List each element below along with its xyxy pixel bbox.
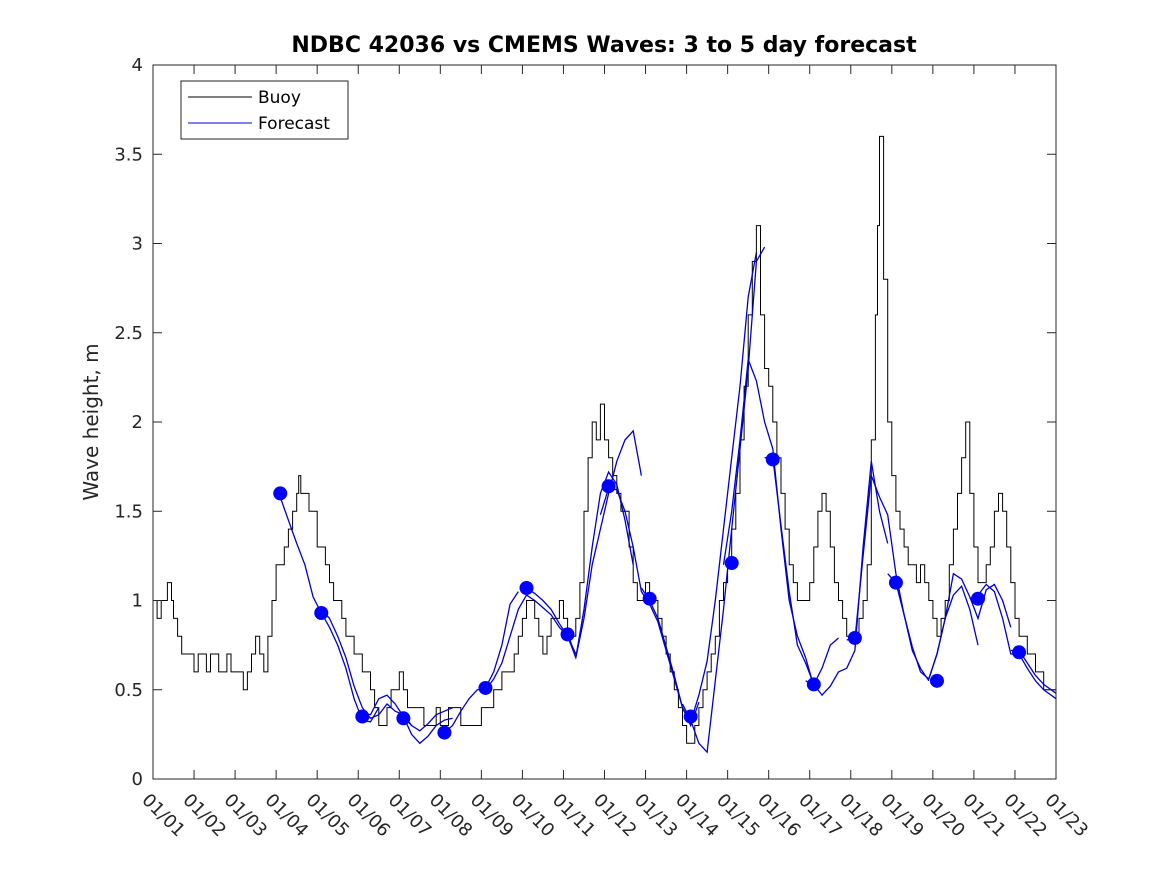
series-forecast-line — [566, 470, 634, 658]
y-tick-label: 0.5 — [114, 680, 143, 701]
y-tick-label: 1 — [132, 591, 143, 612]
series-forecast-line — [640, 252, 758, 724]
series-forecast-line — [969, 583, 1057, 700]
legend-label-forecast: Forecast — [258, 114, 330, 134]
legend-box — [180, 80, 349, 140]
forecast-marker — [888, 575, 903, 590]
forecast-marker — [971, 591, 986, 606]
forecast-marker — [314, 605, 329, 620]
y-tick-label: 2.5 — [114, 323, 143, 344]
series-buoy-line — [153, 135, 1057, 744]
series-forecast-line — [764, 457, 839, 686]
series-forecast-line — [362, 694, 453, 745]
series-forecast-line — [722, 359, 815, 687]
y-axis-label: Wave height, m — [79, 343, 103, 500]
y-tick-label: 2 — [132, 412, 143, 433]
forecast-marker — [478, 680, 493, 695]
forecast-marker — [847, 630, 862, 645]
series-forecast-line — [402, 707, 453, 732]
forecast-marker — [601, 479, 616, 494]
series-forecast-line — [681, 246, 766, 754]
forecast-marker — [560, 627, 575, 642]
forecast-marker — [396, 711, 411, 726]
y-tick-label: 3.5 — [114, 144, 143, 165]
forecast-marker — [642, 591, 657, 606]
forecast-marker — [724, 556, 739, 571]
y-tick-label: 4 — [132, 55, 143, 76]
forecast-marker — [765, 452, 780, 467]
forecast-marker — [929, 673, 944, 688]
forecast-marker — [355, 709, 370, 724]
series-forecast-line — [928, 572, 1012, 680]
y-axis-ticks: 0 0.5 1 1.5 2 2.5 3 3.5 4 — [114, 55, 1056, 790]
forecast-markers — [273, 452, 1027, 740]
series-forecast-line — [526, 429, 643, 660]
chart-title: NDBC 42036 vs CMEMS Waves: 3 to 5 day fo… — [291, 33, 917, 58]
y-tick-label: 0 — [132, 769, 143, 790]
series-forecast-line — [805, 461, 889, 697]
plot-lines — [153, 135, 1057, 754]
forecast-marker — [273, 486, 288, 501]
legend-label-buoy: Buoy — [258, 88, 301, 108]
series-forecast-line — [484, 594, 577, 691]
forecast-marker — [1012, 645, 1027, 660]
legend: Buoy Forecast — [180, 80, 349, 140]
forecast-marker — [519, 581, 534, 596]
forecast-marker — [437, 725, 452, 740]
y-tick-label: 3 — [132, 234, 143, 255]
y-tick-label: 1.5 — [114, 501, 143, 522]
forecast-marker — [806, 677, 821, 692]
forecast-marker — [683, 709, 698, 724]
